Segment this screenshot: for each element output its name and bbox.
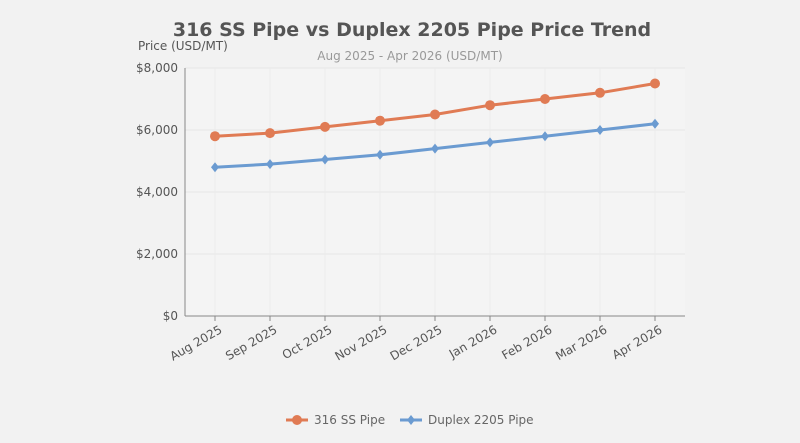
- data-point: [375, 115, 385, 126]
- x-tick-label: Sep 2025: [223, 322, 279, 363]
- x-tick-label: Mar 2026: [553, 322, 609, 363]
- chart-subtitle: Aug 2025 - Apr 2026 (USD/MT): [317, 49, 502, 63]
- y-tick-label: $6,000: [136, 123, 178, 137]
- grid: [185, 67, 685, 317]
- y-axis-label: Price (USD/MT): [138, 39, 228, 53]
- x-tick-label: Apr 2026: [610, 322, 665, 362]
- y-tick-label: $8,000: [136, 61, 178, 75]
- data-point: [211, 162, 219, 173]
- x-tick-label: Oct 2025: [280, 322, 335, 362]
- x-tick-label: Nov 2025: [332, 322, 389, 363]
- data-point: [431, 143, 439, 154]
- data-point: [321, 154, 329, 165]
- data-point: [265, 128, 275, 139]
- data-point: [541, 131, 549, 142]
- data-point: [596, 125, 604, 135]
- y-tick-label: $4,000: [136, 185, 178, 199]
- chart-title: 316 SS Pipe vs Duplex 2205 Pipe Price Tr…: [173, 19, 651, 41]
- x-tick-label: Feb 2026: [499, 322, 554, 362]
- legend-marker-0[interactable]: [292, 415, 302, 425]
- y-tick-label: $2,000: [136, 247, 178, 261]
- data-point: [320, 121, 330, 132]
- data-point: [540, 94, 550, 104]
- data-point: [210, 131, 220, 142]
- legend-marker-1[interactable]: [407, 415, 415, 425]
- x-tick-label: Jan 2026: [446, 322, 500, 361]
- legend-label-1[interactable]: Duplex 2205 Pipe: [428, 413, 534, 427]
- data-point: [651, 118, 659, 129]
- legend-label-0[interactable]: 316 SS Pipe: [314, 413, 385, 427]
- data-point: [430, 109, 440, 120]
- y-tick-label: $0: [163, 309, 178, 323]
- data-point: [595, 87, 605, 98]
- data-point: [650, 78, 660, 89]
- x-tick-label: Aug 2025: [167, 322, 224, 363]
- x-tick-label: Dec 2025: [388, 322, 445, 363]
- data-point: [376, 149, 384, 160]
- series-group: [210, 78, 660, 173]
- legend[interactable]: 316 SS Pipe Duplex 2205 Pipe: [286, 413, 534, 427]
- data-point: [266, 159, 274, 170]
- data-point: [485, 100, 495, 111]
- data-point: [486, 137, 494, 148]
